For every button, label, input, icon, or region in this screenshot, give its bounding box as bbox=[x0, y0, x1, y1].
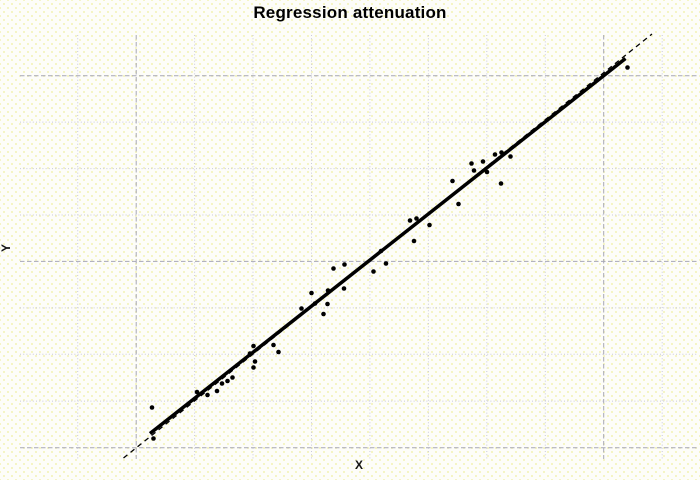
scatter-point bbox=[219, 381, 225, 386]
scatter-point bbox=[492, 152, 498, 157]
scatter-point bbox=[508, 154, 513, 159]
x-axis-label: X bbox=[354, 458, 364, 472]
scatter-point bbox=[498, 181, 504, 186]
grid-major-lines bbox=[20, 35, 697, 459]
scatter-point bbox=[484, 169, 490, 175]
scatter-point bbox=[480, 159, 486, 164]
scatter-point bbox=[325, 301, 330, 307]
scatter-point bbox=[325, 288, 331, 293]
scatter-point bbox=[342, 262, 347, 267]
y-axis-label: Y bbox=[0, 243, 14, 253]
scatter-point bbox=[321, 311, 326, 317]
scatter-point bbox=[271, 342, 276, 348]
scatter-point bbox=[427, 222, 432, 228]
regression-fit-line bbox=[148, 57, 627, 435]
scatter-point bbox=[456, 201, 461, 207]
scatter-point bbox=[230, 375, 235, 380]
scatter-point bbox=[149, 405, 155, 410]
true-identity-line bbox=[123, 33, 653, 459]
scatter-point bbox=[205, 392, 210, 398]
scatter-point bbox=[251, 343, 256, 349]
scatter-point bbox=[371, 269, 376, 274]
scatter-point bbox=[225, 378, 230, 384]
scatter-point bbox=[309, 290, 314, 296]
scatter-point bbox=[214, 388, 220, 394]
grid-minor-lines bbox=[20, 35, 697, 459]
scatter-point bbox=[252, 359, 258, 364]
scatter-point bbox=[469, 161, 474, 166]
scatter-point bbox=[450, 178, 455, 184]
scatter-point bbox=[151, 436, 156, 441]
scatter-point bbox=[247, 351, 253, 356]
scatter-points bbox=[149, 65, 630, 441]
scatter-point bbox=[471, 168, 477, 173]
scatter-point bbox=[341, 286, 347, 291]
scatter-point bbox=[383, 261, 389, 266]
scatter-point bbox=[378, 248, 384, 254]
scatter-point bbox=[312, 301, 318, 306]
scatter-point bbox=[499, 150, 504, 155]
chart-title: Regression attenuation bbox=[253, 3, 447, 22]
scatter-point bbox=[194, 389, 200, 395]
scatter-point bbox=[411, 238, 417, 244]
scatter-point bbox=[625, 65, 630, 70]
scatter-point bbox=[331, 266, 336, 271]
scatter-point bbox=[276, 349, 281, 355]
scatter-point bbox=[407, 218, 413, 223]
scatter-point bbox=[414, 216, 419, 221]
scatter-point bbox=[299, 306, 304, 311]
scatter-point bbox=[251, 365, 256, 370]
